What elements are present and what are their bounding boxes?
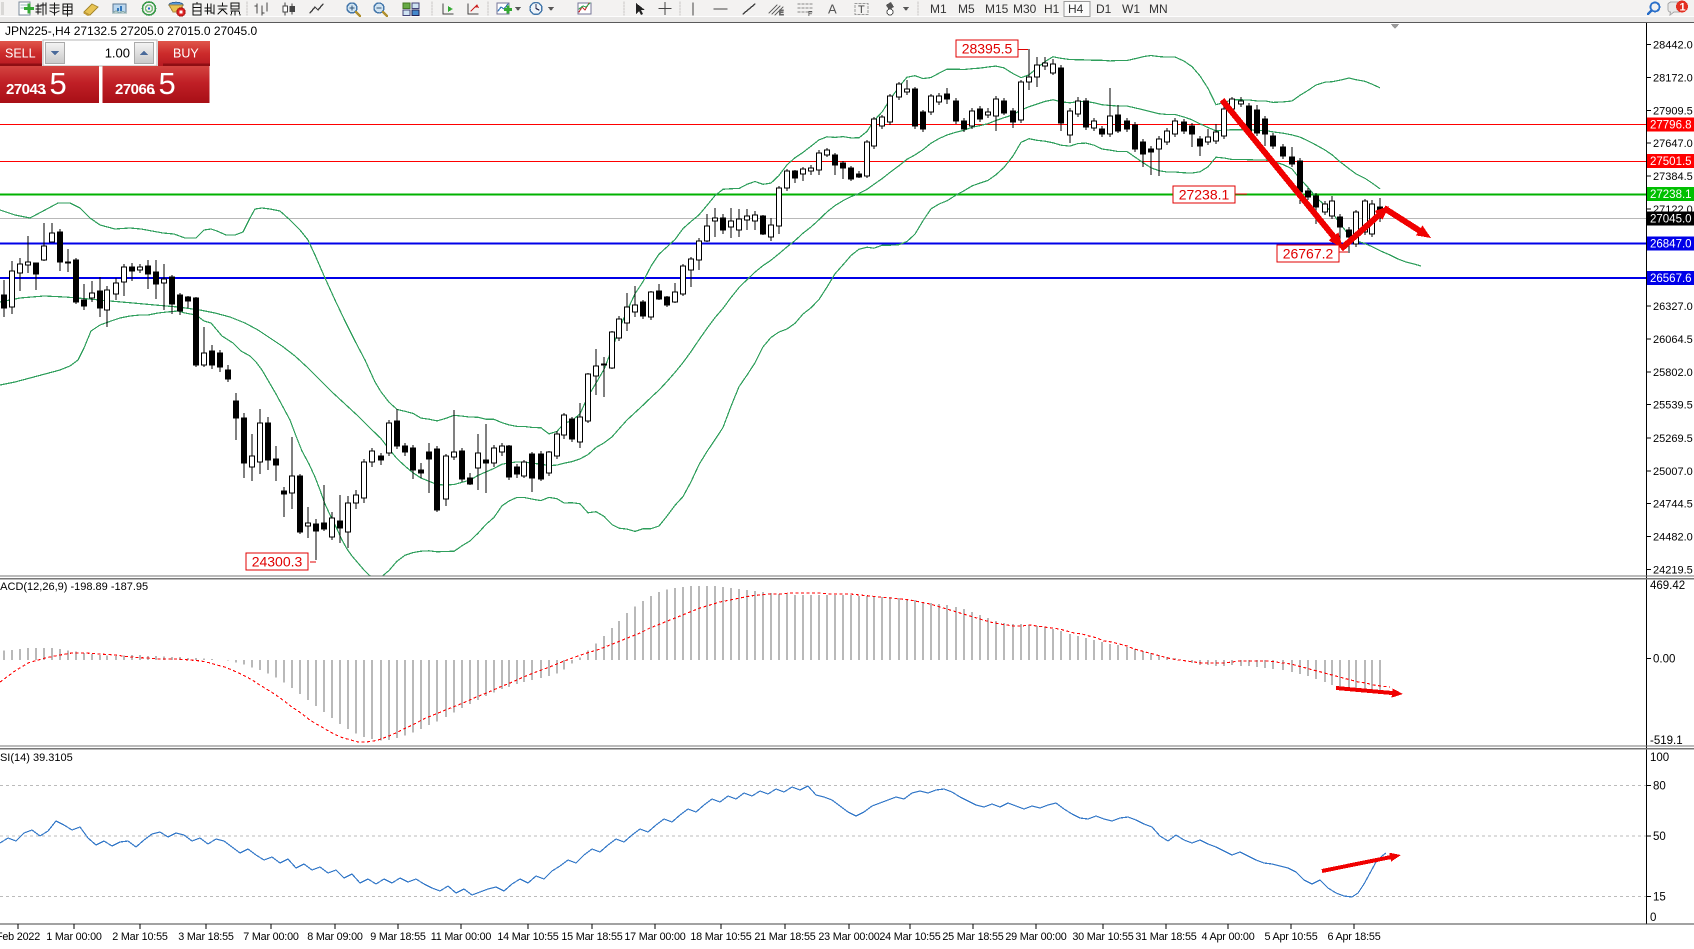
svg-text:F: F — [808, 11, 812, 18]
svg-text:24 Mar 10:55: 24 Mar 10:55 — [879, 931, 940, 943]
svg-text:15 Mar 18:55: 15 Mar 18:55 — [561, 931, 622, 943]
svg-text:17 Mar 00:00: 17 Mar 00:00 — [624, 931, 685, 943]
svg-text:4 Apr 00:00: 4 Apr 00:00 — [1201, 931, 1254, 943]
svg-text:15: 15 — [1653, 892, 1666, 904]
svg-text:26327.0: 26327.0 — [1653, 301, 1693, 313]
svg-text:29 Mar 00:00: 29 Mar 00:00 — [1005, 931, 1066, 943]
svg-text:1 Mar 00:00: 1 Mar 00:00 — [46, 931, 102, 943]
svg-text:M5: M5 — [958, 2, 975, 16]
svg-text:28172.0: 28172.0 — [1653, 73, 1693, 85]
svg-text:H1: H1 — [1044, 2, 1060, 16]
svg-text:28395.5: 28395.5 — [962, 41, 1013, 57]
svg-text:0: 0 — [1650, 912, 1656, 924]
svg-text:27501.5: 27501.5 — [1650, 156, 1692, 168]
svg-text:26567.6: 26567.6 — [1650, 273, 1692, 285]
svg-text:11 Mar 00:00: 11 Mar 00:00 — [431, 931, 492, 943]
svg-text:6 Apr 18:55: 6 Apr 18:55 — [1327, 931, 1380, 943]
svg-text:5 Apr 10:55: 5 Apr 10:55 — [1264, 931, 1317, 943]
svg-text:26847.0: 26847.0 — [1650, 239, 1692, 251]
svg-text:27796.8: 27796.8 — [1650, 120, 1692, 132]
svg-text:26767.2: 26767.2 — [1283, 246, 1334, 262]
svg-text:T: T — [858, 4, 865, 16]
svg-text:27066: 27066 — [115, 81, 154, 98]
svg-text:21 Mar 18:55: 21 Mar 18:55 — [754, 931, 815, 943]
svg-text:24482.0: 24482.0 — [1653, 531, 1693, 543]
svg-text:26064.5: 26064.5 — [1653, 334, 1693, 346]
svg-text:50: 50 — [1653, 831, 1666, 843]
svg-text:24300.3: 24300.3 — [252, 554, 303, 570]
svg-text:100: 100 — [1650, 752, 1669, 764]
svg-text:25 Mar 18:55: 25 Mar 18:55 — [942, 931, 1003, 943]
svg-text:25802.0: 25802.0 — [1653, 367, 1693, 379]
svg-text:2 Mar 10:55: 2 Mar 10:55 — [112, 931, 168, 943]
svg-text:27647.0: 27647.0 — [1653, 138, 1693, 150]
svg-text:W1: W1 — [1122, 2, 1140, 16]
svg-text:9 Mar 18:55: 9 Mar 18:55 — [370, 931, 426, 943]
svg-text:30 Mar 10:55: 30 Mar 10:55 — [1072, 931, 1133, 943]
svg-text:E: E — [779, 10, 784, 17]
svg-text:1.00: 1.00 — [105, 46, 130, 61]
svg-text:SELL: SELL — [5, 47, 36, 61]
svg-text:.: . — [151, 77, 157, 99]
svg-text:25007.0: 25007.0 — [1653, 466, 1693, 478]
svg-text:27238.1: 27238.1 — [1650, 189, 1692, 201]
svg-text:27238.1: 27238.1 — [1179, 187, 1230, 203]
svg-text:8 Mar 09:00: 8 Mar 09:00 — [307, 931, 363, 943]
svg-text:JPN225-,H4 27132.5 27205.0 27: JPN225-,H4 27132.5 27205.0 27015.0 27045… — [5, 24, 258, 38]
svg-text:5: 5 — [159, 66, 176, 101]
svg-text:27384.5: 27384.5 — [1653, 171, 1693, 183]
svg-text:27909.5: 27909.5 — [1653, 106, 1693, 118]
svg-text:31 Mar 18:55: 31 Mar 18:55 — [1135, 931, 1196, 943]
svg-text:23 Mar 00:00: 23 Mar 00:00 — [818, 931, 879, 943]
svg-text:14 Mar 10:55: 14 Mar 10:55 — [497, 931, 558, 943]
svg-text:7 Mar 00:00: 7 Mar 00:00 — [243, 931, 299, 943]
svg-text:0.00: 0.00 — [1653, 654, 1675, 666]
svg-text:80: 80 — [1653, 781, 1666, 793]
svg-text:.: . — [42, 77, 48, 99]
svg-text:28442.0: 28442.0 — [1653, 40, 1693, 52]
svg-text:25269.5: 25269.5 — [1653, 433, 1693, 445]
svg-text:1: 1 — [1680, 2, 1686, 14]
svg-text:M15: M15 — [985, 2, 1009, 16]
svg-text:M1: M1 — [930, 2, 947, 16]
svg-text:24744.5: 24744.5 — [1653, 499, 1693, 511]
svg-text:BUY: BUY — [173, 47, 199, 61]
svg-text:H4: H4 — [1068, 2, 1084, 16]
svg-text:D1: D1 — [1096, 2, 1112, 16]
svg-text:A: A — [828, 2, 837, 17]
svg-text:27045.0: 27045.0 — [1650, 214, 1692, 226]
svg-text:MN: MN — [1149, 2, 1168, 16]
svg-text:18 Mar 10:55: 18 Mar 10:55 — [690, 931, 751, 943]
svg-text:469.42: 469.42 — [1650, 580, 1685, 592]
svg-text:MACD(12,26,9) -198.89 -187.95: MACD(12,26,9) -198.89 -187.95 — [0, 581, 148, 593]
svg-text:3 Mar 18:55: 3 Mar 18:55 — [178, 931, 234, 943]
svg-text:M30: M30 — [1013, 2, 1037, 16]
svg-text:5: 5 — [50, 66, 67, 101]
svg-text:25539.5: 25539.5 — [1653, 400, 1693, 412]
svg-text:24219.5: 24219.5 — [1653, 565, 1693, 577]
svg-text:27043: 27043 — [6, 81, 45, 98]
svg-text:RSI(14) 39.3105: RSI(14) 39.3105 — [0, 752, 73, 764]
svg-text:-519.1: -519.1 — [1650, 735, 1683, 747]
svg-text:Feb 2022: Feb 2022 — [0, 931, 40, 943]
